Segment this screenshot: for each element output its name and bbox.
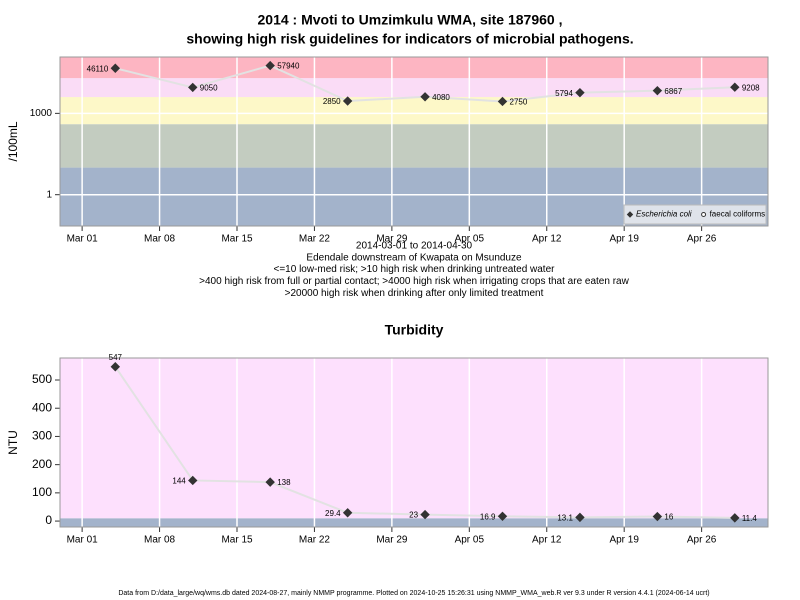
chart-title: Turbidity	[385, 322, 444, 338]
data-point	[188, 475, 198, 486]
x-tick-label: Mar 29	[376, 234, 408, 245]
x-tick-label: Apr 26	[687, 535, 717, 546]
value-label: 57940	[277, 62, 300, 71]
data-point	[110, 63, 121, 73]
legend-marker	[701, 212, 707, 217]
data-point	[575, 87, 585, 98]
value-label: 2850	[323, 97, 341, 106]
value-label: 9208	[742, 83, 760, 92]
data-point	[652, 85, 663, 96]
data-point	[652, 511, 663, 522]
data-point	[420, 509, 430, 520]
y-tick-label: 100	[32, 485, 52, 499]
chart-title: 2014 : Mvoti to Umzimkulu WMA, site 1879…	[258, 12, 563, 28]
x-tick-label: Apr 12	[532, 234, 562, 245]
value-label: 29.4	[325, 509, 341, 518]
value-label: 547	[109, 353, 123, 362]
annotation: 2014-03-01 to 2014-04-30	[356, 241, 473, 252]
y-tick-label: 1000	[30, 108, 53, 119]
legend-box	[623, 204, 767, 225]
risk-band	[60, 124, 768, 168]
x-tick-label: Apr 19	[609, 234, 639, 245]
value-label: 16	[664, 513, 673, 522]
value-label: 16.9	[480, 512, 496, 521]
value-label: 23	[409, 511, 418, 520]
x-tick-label: Apr 05	[455, 234, 485, 245]
annotation: <=10 low-med risk; >10 high risk when dr…	[274, 264, 556, 275]
y-tick-label: 200	[32, 457, 52, 471]
x-tick-label: Apr 19	[609, 535, 639, 546]
x-tick-label: Mar 08	[144, 234, 176, 245]
plot-frame	[59, 56, 769, 227]
annotation: >20000 high risk when drinking after onl…	[285, 288, 544, 299]
risk-band	[60, 97, 768, 125]
x-tick-label: Mar 22	[299, 234, 331, 245]
value-label: 6867	[664, 87, 682, 96]
y-tick-label: 400	[32, 400, 52, 414]
value-label: 2750	[510, 98, 528, 107]
data-point	[188, 82, 198, 93]
value-label: 4080	[432, 93, 450, 102]
value-label: 5794	[555, 89, 573, 98]
chart-title: showing high risk guidelines for indicat…	[186, 31, 633, 47]
annotation: Edendale downstream of Kwapata on Msundu…	[306, 252, 522, 263]
data-point	[420, 92, 430, 102]
x-tick-label: Mar 29	[376, 535, 408, 546]
footer: Data from D:/data_large/wq/wms.db dated …	[118, 590, 709, 597]
y-tick-label: 500	[32, 372, 52, 386]
y-tick-label: 1	[46, 189, 52, 200]
data-point	[730, 513, 740, 523]
data-point	[575, 512, 585, 523]
value-label: 138	[277, 478, 291, 487]
data-point	[730, 82, 740, 92]
annotation: >400 high risk from full or partial cont…	[199, 276, 629, 287]
data-point	[110, 362, 121, 372]
risk-band	[60, 358, 768, 519]
x-tick-label: Mar 15	[221, 234, 253, 245]
risk-band	[60, 518, 768, 527]
data-point	[497, 96, 508, 107]
risk-band	[60, 57, 768, 79]
data-point	[265, 477, 275, 487]
x-tick-label: Apr 12	[532, 535, 562, 546]
y-tick-label: 0	[45, 513, 52, 527]
value-label: 11.4	[742, 514, 758, 523]
y-axis-label: /100mL	[6, 121, 20, 161]
y-axis-label: NTU	[6, 430, 20, 455]
data-point	[497, 511, 508, 522]
x-tick-label: Mar 22	[299, 535, 331, 546]
value-label: 9050	[200, 84, 218, 93]
legend-label: faecal coliforms	[710, 210, 766, 219]
value-label: 144	[172, 477, 186, 486]
data-point	[342, 96, 353, 106]
data-point	[265, 60, 275, 71]
data-point	[342, 508, 353, 518]
value-label: 13.1	[557, 513, 573, 522]
x-tick-label: Apr 26	[687, 234, 717, 245]
x-tick-label: Mar 08	[144, 535, 176, 546]
x-tick-label: Mar 01	[67, 535, 99, 546]
value-label: 46110	[87, 64, 109, 73]
x-tick-label: Apr 05	[455, 535, 485, 546]
y-tick-label: 300	[32, 429, 52, 443]
x-tick-label: Mar 01	[67, 234, 99, 245]
plot-frame	[59, 357, 769, 528]
x-tick-label: Mar 15	[221, 535, 253, 546]
legend-label: Escherichia coli	[636, 210, 692, 219]
legend-marker	[626, 211, 634, 218]
